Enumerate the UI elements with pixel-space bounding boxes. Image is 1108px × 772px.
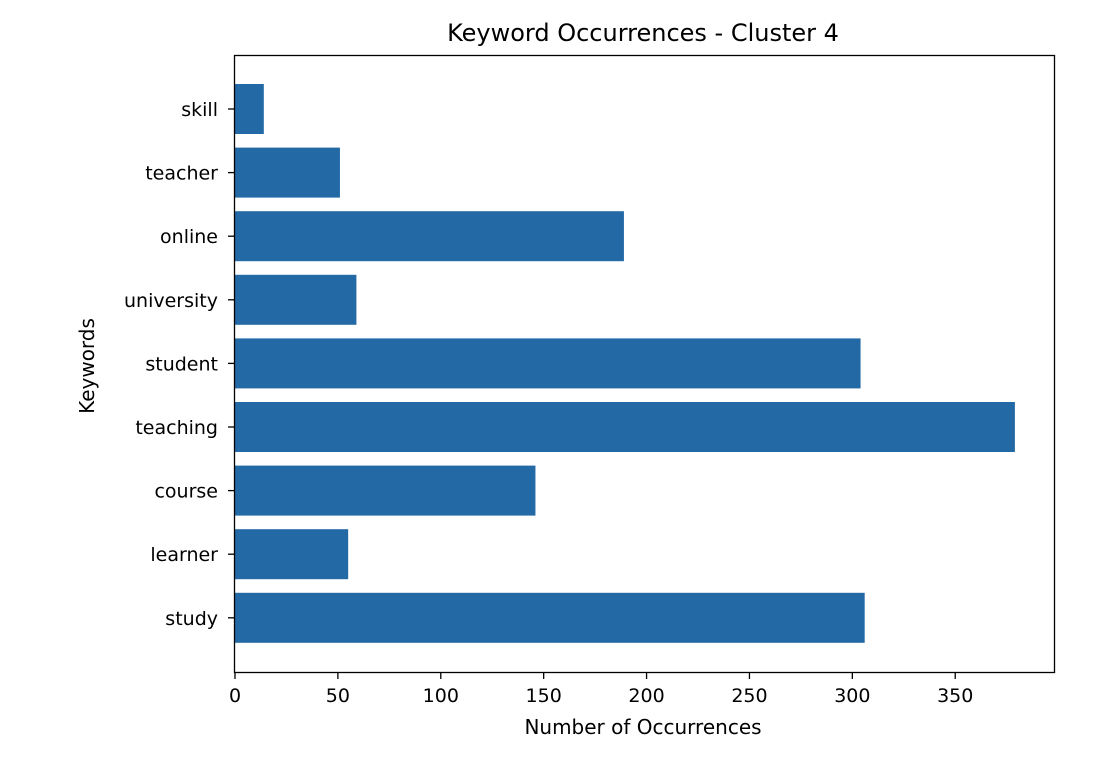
- x-tick-label: 0: [229, 685, 241, 707]
- bar-student: [235, 338, 861, 389]
- x-tick-label: 100: [423, 685, 459, 707]
- bar-study: [235, 592, 865, 643]
- y-tick-label: study: [165, 608, 218, 630]
- y-tick-label: course: [154, 481, 218, 503]
- y-tick-label: teacher: [145, 163, 218, 185]
- x-tick-label: 350: [937, 685, 973, 707]
- bar-online: [235, 211, 624, 262]
- y-tick-label: online: [160, 226, 218, 248]
- bar-learner: [235, 529, 349, 580]
- x-tick-label: 200: [628, 685, 664, 707]
- plot-frame: [233, 54, 1056, 674]
- y-tick-label: learner: [150, 544, 218, 566]
- x-tick-label: 50: [326, 685, 350, 707]
- y-tick-label: university: [124, 290, 218, 312]
- x-axis-label: Number of Occurrences: [524, 715, 761, 739]
- bar-teacher: [235, 147, 340, 198]
- x-tick-label: 300: [834, 685, 870, 707]
- y-tick-label: teaching: [135, 417, 218, 439]
- y-axis-ticks: study learner course teaching student univers…: [124, 99, 235, 630]
- bar-skill: [235, 84, 264, 134]
- x-tick-label: 150: [526, 685, 562, 707]
- bars-group: [235, 84, 1015, 643]
- x-tick-label: 250: [731, 685, 767, 707]
- bar-university: [235, 274, 357, 325]
- x-axis-ticks: 0 50 100 150 200 250 300 350: [229, 672, 973, 707]
- bar-teaching: [235, 402, 1015, 452]
- y-axis-label: Keywords: [75, 318, 99, 414]
- bar-course: [235, 465, 536, 516]
- y-tick-label: skill: [181, 99, 218, 121]
- y-tick-label: student: [145, 353, 218, 375]
- chart-title: Keyword Occurrences - Cluster 4: [447, 19, 839, 47]
